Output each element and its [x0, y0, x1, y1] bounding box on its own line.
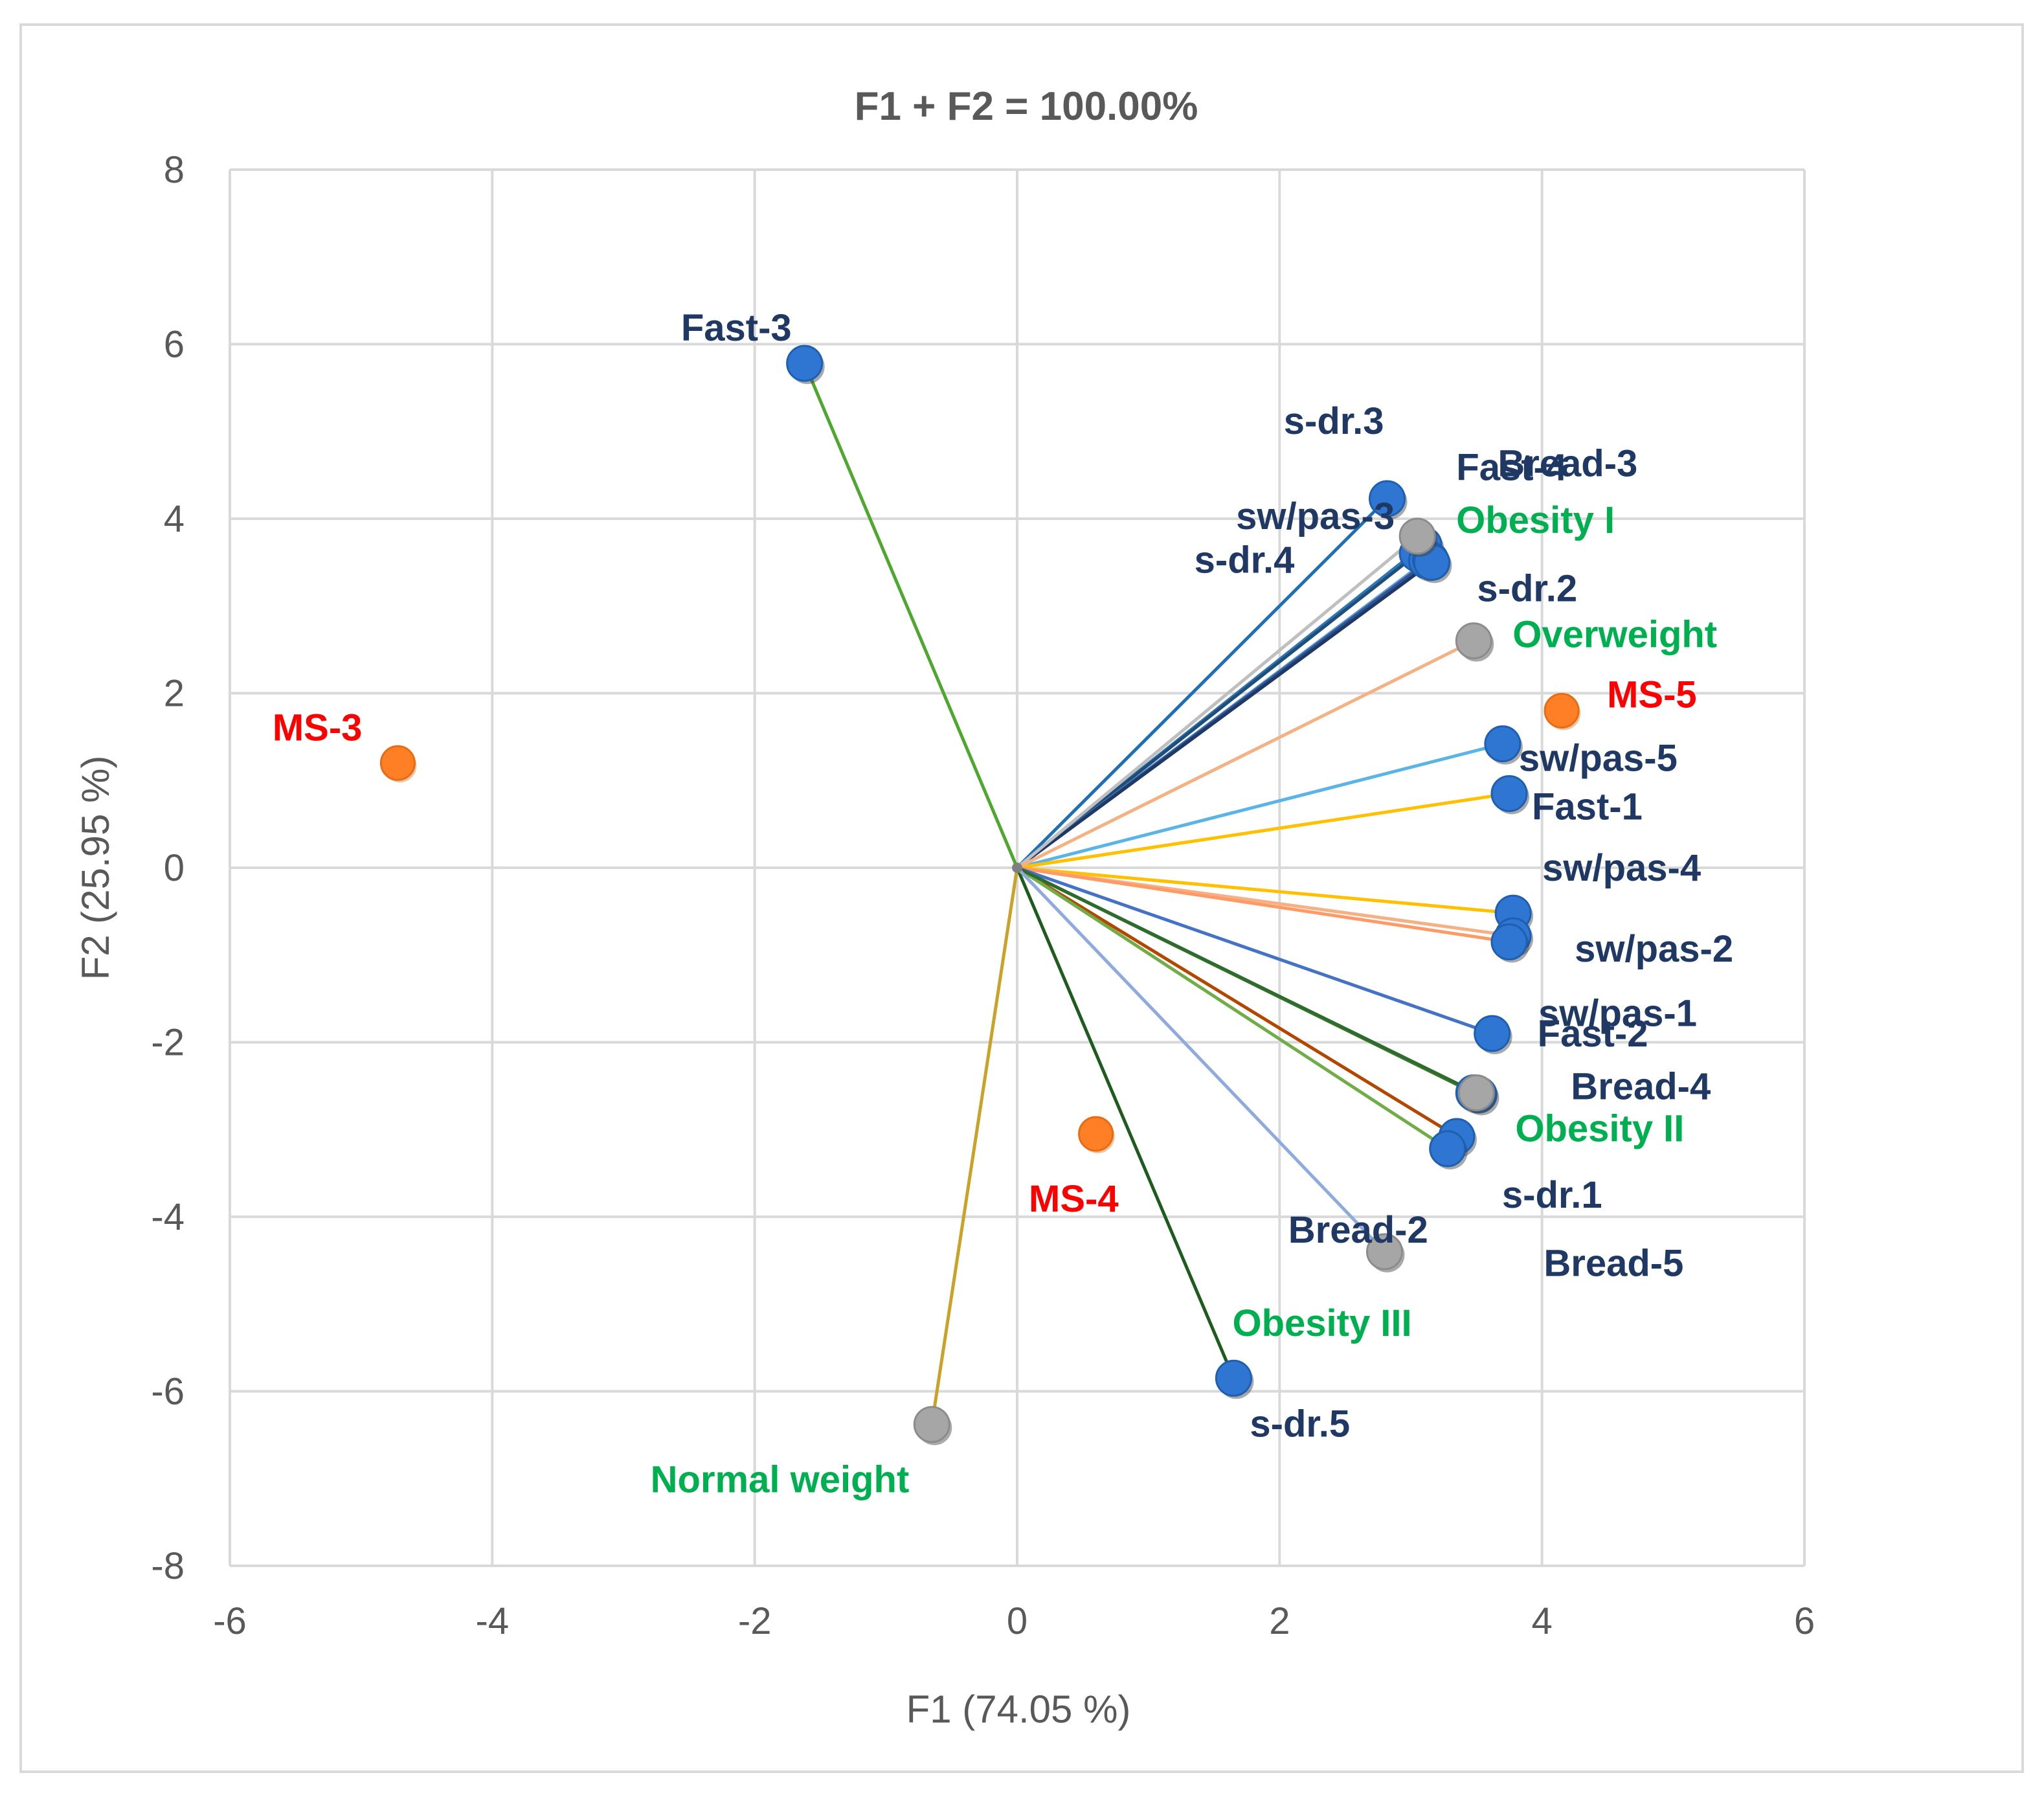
x-tick-label: 0: [1007, 1600, 1028, 1642]
variable-vector: [1016, 866, 1449, 1150]
y-tick-label: 4: [164, 498, 185, 540]
variable-vector: [1016, 552, 1419, 869]
y-tick-label: -2: [151, 1022, 185, 1064]
category-point: [913, 1406, 950, 1443]
variable-vector: [1016, 866, 1458, 1138]
point-label: Fast-2: [1538, 1013, 1648, 1055]
category-vector: [1016, 639, 1475, 870]
point-label: s-dr.4: [1195, 539, 1295, 581]
variable-vector: [1016, 561, 1433, 870]
variable-vector: [1016, 866, 1514, 915]
category-point: [1398, 517, 1436, 555]
point-label: Overweight: [1512, 614, 1717, 656]
point-label: Obesity III: [1232, 1302, 1411, 1344]
variable-vector: [1016, 866, 1493, 1035]
point-label: sw/pas-2: [1575, 928, 1733, 970]
x-tick-label: 2: [1269, 1600, 1290, 1642]
data-points: [379, 345, 1581, 1445]
x-axis-title: F1 (74.05 %): [906, 1688, 1131, 1731]
point-label: sw/pas-1: [1538, 993, 1697, 1035]
variable-point: [1369, 480, 1406, 517]
point-label: Obesity I: [1456, 499, 1615, 541]
category-point: [1457, 1074, 1495, 1112]
x-tick-label: 6: [1794, 1600, 1815, 1642]
x-tick-label: -6: [213, 1600, 247, 1642]
variable-vector: [1016, 866, 1510, 944]
y-tick-label: 2: [164, 673, 185, 715]
category-vector: [1016, 866, 1477, 1094]
variable-point: [1490, 774, 1528, 812]
x-tick-label: -4: [476, 1600, 510, 1642]
point-label: sw/pas-5: [1519, 738, 1678, 780]
point-labels: Fast-3 s-dr.3 Fast-4 sw/pas-3 Bread-3 s-dr.4 s…: [273, 307, 1733, 1501]
y-tick-label: -8: [151, 1545, 185, 1587]
category-point: [1365, 1233, 1403, 1271]
point-label: Bread-2: [1288, 1209, 1428, 1251]
point-label: Bread-4: [1571, 1066, 1711, 1108]
point-label: Fast-3: [681, 307, 792, 349]
x-tick-label: 4: [1532, 1600, 1553, 1642]
point-label: sw/pas-4: [1542, 847, 1701, 889]
observation-point: [1078, 1116, 1114, 1152]
variable-vector: [1016, 742, 1503, 870]
point-label: Fast-4: [1456, 446, 1567, 488]
category-vector: [1016, 535, 1419, 869]
category-point: [1455, 622, 1492, 660]
variable-vector: [1016, 791, 1510, 870]
category-vector: [1016, 866, 1386, 1253]
point-label: Obesity II: [1515, 1108, 1684, 1150]
point-label: s-dr.1: [1502, 1174, 1602, 1216]
y-tick-label: -6: [151, 1371, 185, 1413]
variable-vector: [803, 363, 1019, 868]
variable-point: [1215, 1359, 1252, 1397]
x-tick-label: -2: [738, 1600, 772, 1642]
variable-point: [786, 345, 824, 382]
origin-point: [1012, 863, 1022, 873]
variable-vector: [1016, 497, 1389, 869]
chart-title: F1 + F2 = 100.00%: [855, 84, 1198, 129]
point-label: Bread-5: [1544, 1242, 1683, 1284]
point-label: MS-4: [1029, 1178, 1119, 1220]
chart-frame: [19, 23, 2024, 1773]
variable-point: [1484, 725, 1522, 763]
y-tick-label: 8: [164, 149, 185, 191]
point-label: Bread-3: [1498, 443, 1637, 485]
point-label: MS-3: [273, 706, 363, 749]
variable-point: [1474, 1015, 1511, 1052]
point-label: s-dr.3: [1284, 400, 1384, 442]
variable-point: [1429, 1130, 1466, 1168]
y-tick-label: 0: [164, 847, 185, 889]
category-vector: [930, 867, 1019, 1425]
y-tick-label: -4: [151, 1196, 185, 1238]
y-axis-title: F2 (25.95 %): [74, 756, 117, 980]
point-label: MS-5: [1607, 673, 1697, 716]
point-label: s-dr.2: [1477, 567, 1577, 609]
variable-vector: [1015, 867, 1235, 1379]
observation-point: [1544, 692, 1580, 729]
gridlines: [229, 168, 1806, 1567]
point-label: Normal weight: [651, 1459, 910, 1501]
point-label: Fast-1: [1532, 785, 1643, 828]
point-label: sw/pas-3: [1236, 495, 1395, 537]
point-label: s-dr.5: [1250, 1403, 1350, 1445]
observation-point: [379, 745, 416, 781]
y-tick-label: 6: [164, 324, 185, 366]
variable-point: [1490, 923, 1528, 961]
axis-ticks: -6 -4 -2 0 2 4 6 -8 -6 -4 -2 0 2 4 6 8: [151, 149, 1815, 1642]
vector-lines: [803, 363, 1514, 1425]
